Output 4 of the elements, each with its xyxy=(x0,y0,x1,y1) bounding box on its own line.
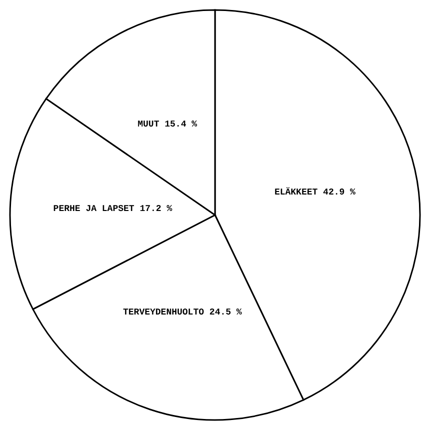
slice-label: TERVEYDENHUOLTO 24.5 % xyxy=(122,308,242,318)
slice-label: MUUT 15.4 % xyxy=(138,120,198,130)
slice-label: PERHE JA LAPSET 17.2 % xyxy=(53,204,173,214)
slice-label: ELÄKKEET 42.9 % xyxy=(274,186,356,198)
